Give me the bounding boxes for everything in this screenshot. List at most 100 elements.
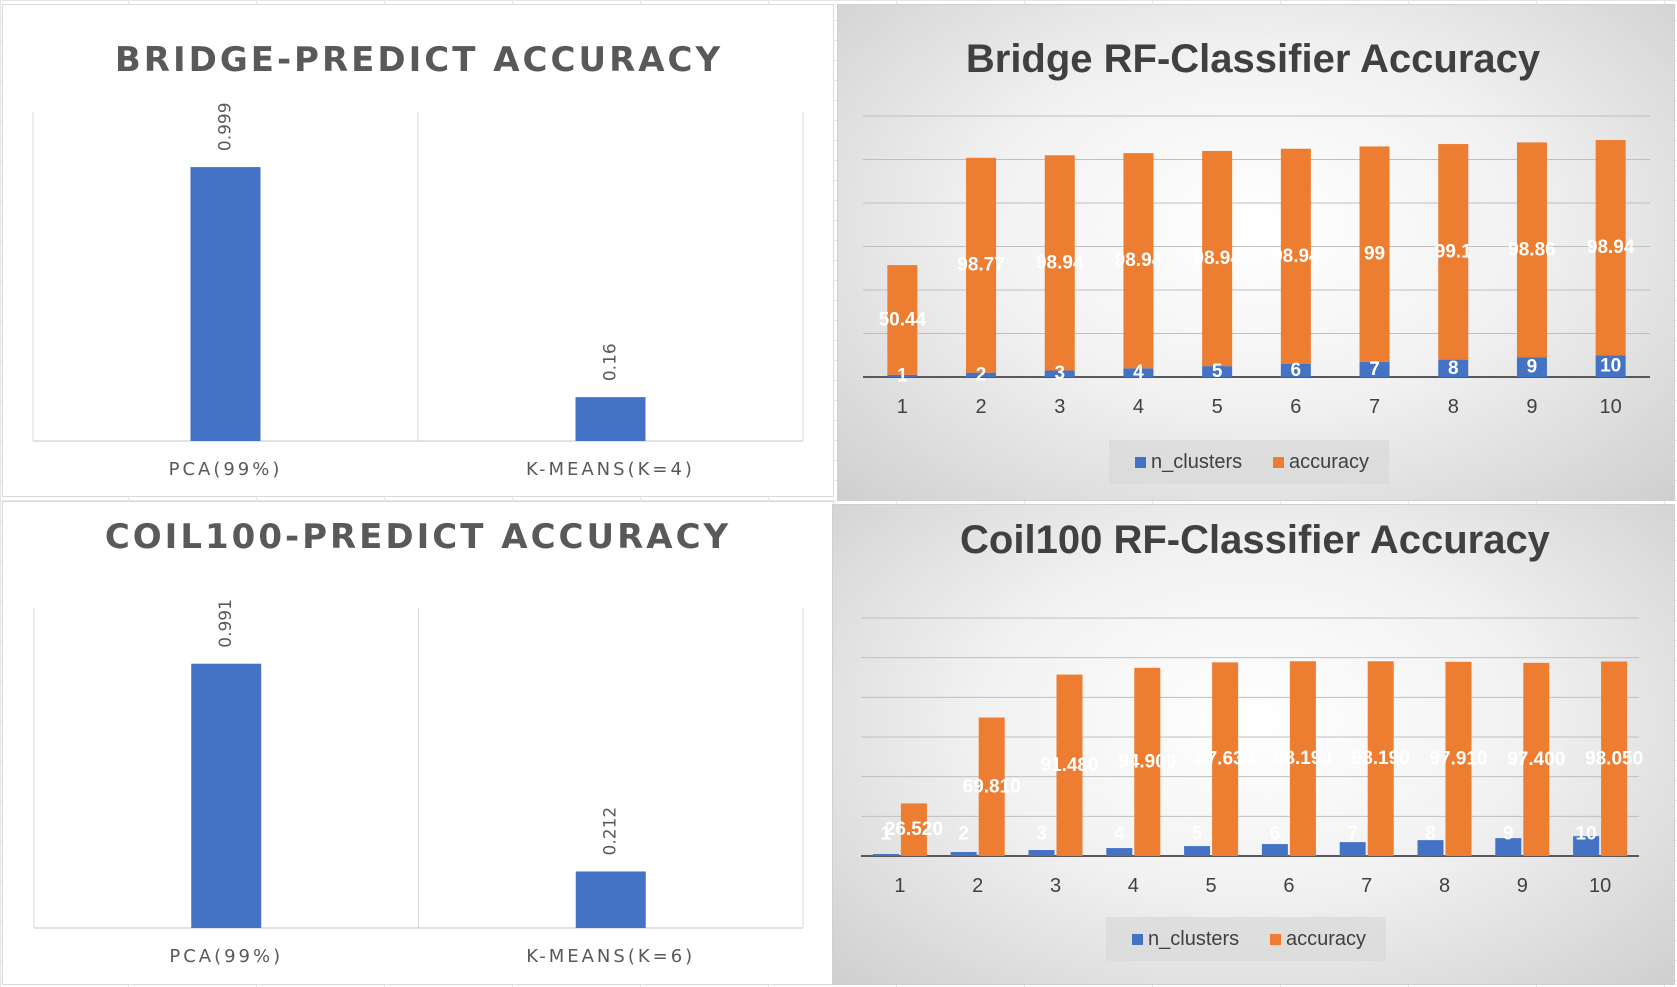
legend-swatch-n-clusters	[1135, 457, 1146, 468]
accuracy-data-label: 98.86	[1508, 239, 1556, 260]
accuracy-bar-6	[1289, 661, 1316, 856]
x-tick-label: 5	[1212, 396, 1223, 418]
chart-title: Bridge RF-Classifier Accuracy	[966, 37, 1541, 81]
category-label: K-MEANS(K=6)	[526, 946, 695, 967]
legend-label-accuracy: accuracy	[1289, 451, 1369, 473]
coil100-predict-accuracy-chart[interactable]: COIL100-PREDICT ACCURACY 0.991 PCA(99%) 0.2…	[2, 501, 834, 985]
accuracy-bar-7	[1359, 146, 1390, 362]
accuracy-data-label: 98.050	[1585, 748, 1643, 769]
n-clusters-bar-5	[1184, 846, 1211, 856]
accuracy-bar-10	[1595, 140, 1626, 356]
x-tick-label: 7	[1369, 396, 1380, 418]
accuracy-bar-4	[1134, 667, 1161, 856]
x-tick-label: 9	[1517, 875, 1528, 897]
accuracy-data-label: 98.190	[1352, 748, 1410, 769]
accuracy-bar-1	[900, 803, 927, 856]
n-clusters-bar-8	[1417, 840, 1444, 856]
x-tick-label: 6	[1283, 875, 1294, 897]
accuracy-data-label: 69.810	[963, 776, 1021, 797]
accuracy-data-label: 99	[1364, 244, 1385, 265]
legend-label-n-clusters: n_clusters	[1151, 451, 1242, 473]
accuracy-bar-2	[978, 717, 1005, 856]
n-clusters-bar-4	[1106, 848, 1133, 856]
n-clusters-bar-10	[1573, 836, 1600, 856]
n-clusters-data-label: 9	[1503, 824, 1514, 845]
accuracy-data-label: 98.94	[1036, 252, 1084, 273]
x-tick-label: 8	[1439, 875, 1450, 897]
n-clusters-data-label: 7	[1369, 359, 1380, 380]
accuracy-bar-8	[1445, 661, 1472, 856]
category-label: PCA(99%)	[169, 946, 283, 967]
bar-data-label: 0.16	[601, 343, 621, 381]
n-clusters-data-label: 4	[1114, 824, 1125, 845]
accuracy-data-label: 97.630	[1196, 749, 1254, 770]
chart-title: BRIDGE-PREDICT ACCURACY	[115, 40, 723, 80]
x-tick-label: 2	[972, 875, 983, 897]
n-clusters-data-label: 8	[1448, 358, 1459, 379]
bridge-rf-classifier-accuracy-svg: Bridge RF-Classifier Accuracy 1 50.44 1 2 98.…	[863, 37, 1650, 484]
x-tick-label: 5	[1206, 875, 1217, 897]
accuracy-data-label: 98.94	[1115, 250, 1163, 271]
n-clusters-bar-2	[966, 372, 997, 377]
n-clusters-data-label: 9	[1527, 357, 1538, 378]
n-clusters-data-label: 6	[1270, 824, 1281, 845]
n-clusters-bar-7	[1359, 361, 1390, 377]
category-label: PCA(99%)	[169, 459, 283, 480]
legend-swatch-accuracy	[1273, 457, 1284, 468]
accuracy-bar-4	[1123, 153, 1154, 369]
bar-data-label: 0.991	[216, 599, 236, 648]
n-clusters-data-label: 7	[1347, 824, 1358, 845]
coil100-predict-accuracy-svg: COIL100-PREDICT ACCURACY 0.991 PCA(99%) 0.2…	[33, 517, 804, 967]
n-clusters-data-label: 1	[881, 824, 892, 845]
accuracy-bar-6	[1280, 148, 1311, 364]
x-tick-label: 3	[1054, 396, 1065, 418]
bar-data-label: 0.999	[216, 102, 236, 151]
x-tick-label: 1	[897, 396, 908, 418]
accuracy-data-label: 98.94	[1587, 237, 1635, 258]
n-clusters-data-label: 2	[976, 364, 987, 385]
n-clusters-bar-2	[950, 852, 977, 856]
accuracy-bar-7	[1367, 661, 1394, 856]
accuracy-bar-3	[1044, 155, 1075, 371]
bar-1	[190, 167, 261, 442]
accuracy-data-label: 98.190	[1274, 748, 1332, 769]
accuracy-data-label: 98.94	[1193, 248, 1241, 269]
legend-swatch-n-clusters	[1132, 934, 1143, 945]
x-tick-label: 6	[1290, 396, 1301, 418]
x-tick-label: 1	[894, 875, 905, 897]
bar-data-label: 0.212	[601, 807, 621, 856]
accuracy-bar-1	[887, 265, 918, 375]
n-clusters-data-label: 3	[1036, 824, 1047, 845]
accuracy-data-label: 98.94	[1272, 246, 1320, 267]
n-clusters-bar-4	[1123, 368, 1154, 377]
accuracy-data-label: 97.910	[1429, 748, 1487, 769]
legend-swatch-accuracy	[1270, 934, 1281, 945]
accuracy-bar-2	[966, 157, 997, 373]
bridge-rf-classifier-accuracy-chart[interactable]: Bridge RF-Classifier Accuracy 1 50.44 1 2 98.…	[837, 4, 1675, 501]
accuracy-bar-9	[1523, 662, 1550, 856]
n-clusters-bar-6	[1261, 844, 1288, 856]
coil100-rf-classifier-accuracy-chart[interactable]: Coil100 RF-Classifier Accuracy 1 26.520 1 2 6…	[832, 504, 1675, 985]
x-tick-label: 4	[1128, 875, 1139, 897]
coil100-rf-classifier-accuracy-svg: Coil100 RF-Classifier Accuracy126.520126…	[861, 518, 1643, 961]
bridge-predict-accuracy-svg: BRIDGE-PREDICT ACCURACY 0.999 PCA(99%) 0.16…	[32, 40, 804, 480]
bridge-predict-accuracy-chart[interactable]: BRIDGE-PREDICT ACCURACY 0.999 PCA(99%) 0.16…	[2, 4, 834, 497]
n-clusters-bar-9	[1516, 357, 1547, 377]
legend-label-accuracy: accuracy	[1286, 928, 1366, 950]
n-clusters-bar-6	[1280, 363, 1311, 377]
accuracy-bar-3	[1056, 674, 1083, 856]
n-clusters-data-label: 10	[1600, 356, 1621, 377]
n-clusters-data-label: 8	[1425, 824, 1436, 845]
n-clusters-bar-8	[1438, 359, 1469, 377]
n-clusters-bar-9	[1495, 838, 1522, 856]
n-clusters-data-label: 3	[1054, 363, 1065, 384]
accuracy-bar-10	[1601, 661, 1628, 856]
n-clusters-bar-5	[1202, 366, 1233, 377]
n-clusters-bar-7	[1339, 842, 1366, 856]
accuracy-data-label: 91.480	[1040, 755, 1098, 776]
accuracy-data-label: 94.900	[1118, 751, 1176, 772]
bar-2	[575, 871, 646, 928]
category-label: K-MEANS(K=4)	[526, 459, 695, 480]
legend-label-n-clusters: n_clusters	[1148, 928, 1239, 950]
chart-title: Coil100 RF-Classifier Accuracy	[960, 518, 1551, 562]
